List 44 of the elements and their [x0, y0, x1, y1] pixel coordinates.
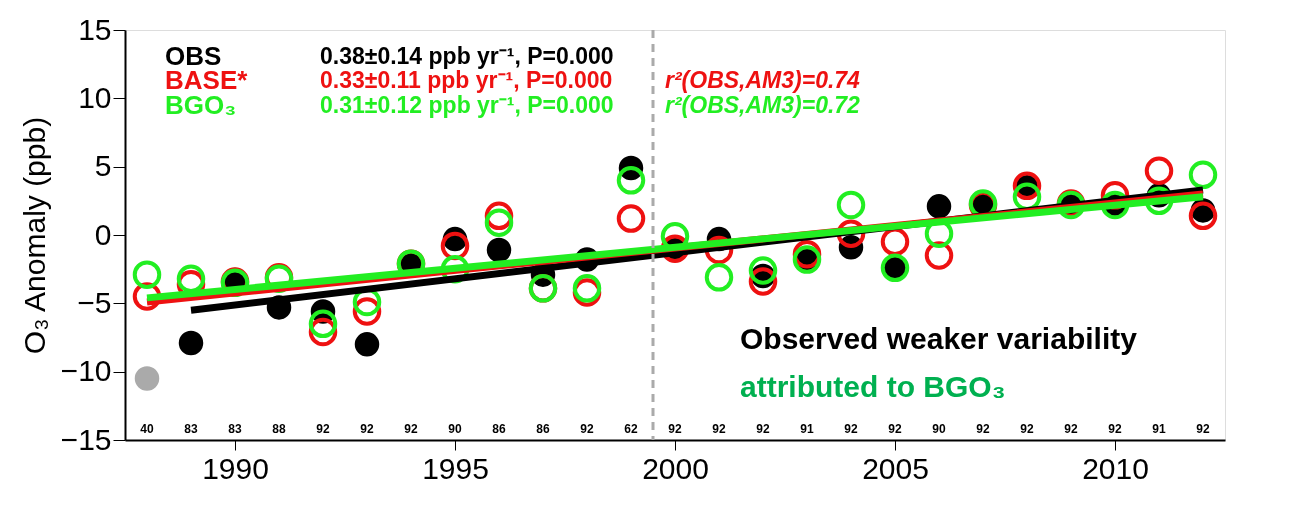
annotation: 92: [404, 422, 418, 436]
annotation: 92: [580, 422, 594, 436]
annotation: 86: [492, 422, 506, 436]
annotation: 92: [756, 422, 770, 436]
y-tick-label: 10: [78, 80, 112, 114]
annotation: 92: [712, 422, 726, 436]
annotation: 92: [360, 422, 374, 436]
annotation: 92: [888, 422, 902, 436]
x-tick-label: 1990: [202, 451, 269, 485]
x-tick-label: 2005: [862, 451, 929, 485]
annotation: 91: [1152, 422, 1166, 436]
annotation: 92: [1108, 422, 1122, 436]
annotation: r²(OBS,AM3)=0.72: [665, 92, 861, 118]
annotation: attributed to BGO₃: [740, 370, 1006, 403]
annotation: 90: [448, 422, 462, 436]
annotation: 91: [800, 422, 814, 436]
annotation: 62: [624, 422, 638, 436]
annotation: 83: [228, 422, 242, 436]
y-tick-label: 0: [94, 217, 112, 251]
y-axis-title: O₃ Anomaly (ppb): [17, 116, 51, 355]
annotation: r²(OBS,AM3)=0.74: [665, 67, 861, 93]
annotation: 92: [1020, 422, 1034, 436]
annotation: Observed weaker variability: [740, 322, 1138, 355]
y-tick-label: −10: [60, 354, 112, 388]
annotation: 0.38±0.14 ppb yr⁻¹, P=0.000: [320, 43, 614, 69]
annotation: 88: [272, 422, 286, 436]
x-tick-label: 2010: [1082, 451, 1149, 485]
annotation: 92: [316, 422, 330, 436]
annotation: 0.31±0.12 ppb yr⁻¹, P=0.000: [320, 92, 614, 118]
y-tick-label: 5: [94, 149, 112, 183]
annotation: 92: [844, 422, 858, 436]
x-tick-label: 2000: [642, 451, 709, 485]
annotation: 86: [536, 422, 550, 436]
x-tick-label: 1995: [422, 451, 489, 485]
annotation: 92: [1196, 422, 1210, 436]
annotation: 92: [976, 422, 990, 436]
annotation: 92: [668, 422, 682, 436]
annotation: 40: [140, 422, 154, 436]
annotation: 83: [184, 422, 198, 436]
annotation: 90: [932, 422, 946, 436]
y-tick-label: −15: [60, 422, 112, 456]
annotation: 92: [1064, 422, 1078, 436]
y-tick-label: −5: [77, 285, 112, 319]
y-tick-label: 15: [78, 12, 112, 46]
